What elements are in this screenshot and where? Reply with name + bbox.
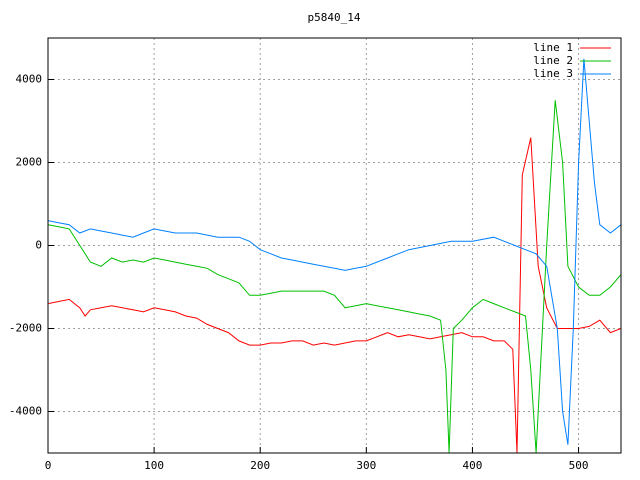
y-tick-label: 2000	[16, 156, 43, 169]
series-line	[48, 137, 621, 453]
series-line	[48, 58, 621, 445]
y-tick-label: 4000	[16, 73, 43, 86]
plot-area	[48, 58, 621, 453]
series-line	[48, 100, 621, 453]
y-tick-label: -4000	[9, 405, 42, 418]
y-tick-label: 0	[35, 239, 42, 252]
x-tick-label: 100	[144, 459, 164, 472]
legend-label: line 1	[533, 41, 573, 54]
x-tick-label: 300	[356, 459, 376, 472]
x-tick-label: 400	[463, 459, 483, 472]
plot-frame	[47, 37, 622, 454]
x-tick-label: 500	[569, 459, 589, 472]
x-tick-label: 0	[45, 459, 52, 472]
x-tick-label: 200	[250, 459, 270, 472]
chart-title: p5840_14	[308, 11, 361, 24]
grid	[47, 38, 621, 453]
legend-label: line 3	[533, 67, 573, 80]
legend-label: line 2	[533, 54, 573, 67]
y-tick-label: -2000	[9, 322, 42, 335]
